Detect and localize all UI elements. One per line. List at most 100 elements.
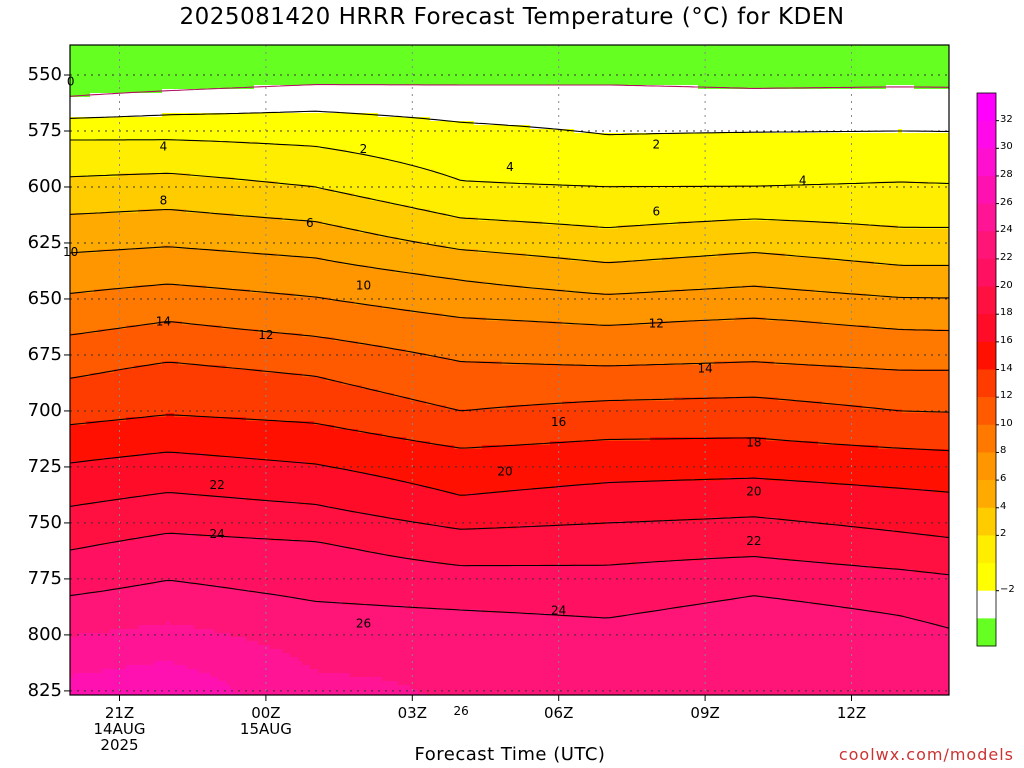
temperature-cell	[186, 57, 191, 62]
temperature-cell	[866, 49, 871, 54]
temperature-cell	[670, 49, 675, 54]
temperature-cell	[454, 49, 459, 54]
temperature-cell	[146, 57, 151, 62]
temperature-cell	[502, 49, 507, 54]
temperature-cell	[270, 45, 275, 50]
temperature-cell	[234, 53, 239, 58]
temperature-cell	[114, 45, 119, 50]
temperature-cell	[250, 57, 255, 62]
temperature-cell	[642, 49, 647, 54]
temperature-cell	[166, 61, 171, 66]
temperature-cell	[890, 53, 895, 58]
temperature-cell	[346, 49, 351, 54]
temperature-cell	[502, 45, 507, 50]
temperature-cell	[214, 45, 219, 50]
temperature-cell	[718, 45, 723, 50]
temperature-cell	[622, 57, 627, 62]
temperature-cell	[522, 45, 527, 50]
temperature-cell	[942, 45, 947, 50]
temperature-cell	[650, 45, 655, 50]
temperature-cell	[126, 49, 131, 54]
temperature-cell	[430, 45, 435, 50]
temperature-cell	[530, 53, 535, 58]
temperature-cell	[194, 53, 199, 58]
temperature-cell	[422, 57, 427, 62]
temperature-cell	[566, 49, 571, 54]
temperature-cell	[542, 45, 547, 50]
temperature-cell	[318, 57, 323, 62]
temperature-cell	[590, 45, 595, 50]
temperature-cell	[622, 45, 627, 50]
temperature-cell	[650, 57, 655, 62]
temperature-cell	[462, 57, 467, 62]
temperature-cell	[178, 53, 183, 58]
temperature-cell	[530, 57, 535, 62]
temperature-cell	[694, 49, 699, 54]
temperature-cell	[430, 53, 435, 58]
temperature-cell	[514, 45, 519, 50]
temperature-cell	[774, 45, 779, 50]
temperature-cell	[838, 57, 843, 62]
temperature-cell	[302, 49, 307, 54]
temperature-cell	[266, 45, 271, 50]
temperature-cell	[718, 49, 723, 54]
temperature-cell	[518, 45, 523, 50]
temperature-cell	[250, 49, 255, 54]
temperature-cell	[722, 57, 727, 62]
temperature-cell	[886, 53, 891, 58]
temperature-cell	[734, 49, 739, 54]
temperature-cell	[586, 53, 591, 58]
temperature-cell	[734, 57, 739, 62]
temperature-cell	[242, 53, 247, 58]
temperature-cell	[918, 45, 923, 50]
temperature-cell	[878, 53, 883, 58]
temperature-cell	[842, 49, 847, 54]
temperature-cell	[146, 49, 151, 54]
temperature-cell	[602, 53, 607, 58]
temperature-cell	[214, 49, 219, 54]
temperature-cell	[438, 49, 443, 54]
temperature-cell	[118, 61, 123, 66]
temperature-cell	[938, 45, 943, 50]
temperature-cell	[906, 53, 911, 58]
temperature-cell	[274, 49, 279, 54]
temperature-cell	[438, 57, 443, 62]
temperature-cell	[194, 61, 199, 66]
temperature-cell	[242, 49, 247, 54]
temperature-cell	[322, 53, 327, 58]
temperature-cell	[378, 49, 383, 54]
temperature-cell	[138, 49, 143, 54]
temperature-cell	[154, 49, 159, 54]
temperature-cell	[314, 49, 319, 54]
temperature-cell	[334, 49, 339, 54]
temperature-cell	[290, 53, 295, 58]
temperature-cell	[906, 57, 911, 62]
temperature-cell	[342, 57, 347, 62]
temperature-cell	[210, 49, 215, 54]
temperature-cell	[230, 45, 235, 50]
temperature-cell	[138, 45, 143, 50]
temperature-cell	[702, 45, 707, 50]
temperature-cell	[934, 57, 939, 62]
temperature-cell	[122, 53, 127, 58]
temperature-cell	[306, 45, 311, 50]
temperature-cell	[902, 45, 907, 50]
temperature-cell	[150, 57, 155, 62]
temperature-cell	[202, 49, 207, 54]
temperature-cell	[178, 45, 183, 50]
temperature-cell	[298, 45, 303, 50]
temperature-cell	[98, 57, 103, 62]
temperature-cell	[250, 53, 255, 58]
temperature-cell	[330, 45, 335, 50]
temperature-cell	[518, 53, 523, 58]
temperature-cell	[142, 53, 147, 58]
temperature-cell	[382, 45, 387, 50]
temperature-cell	[534, 49, 539, 54]
temperature-cell	[690, 53, 695, 58]
temperature-cell	[354, 57, 359, 62]
temperature-cell	[282, 49, 287, 54]
temperature-cell	[378, 57, 383, 62]
temperature-cell	[478, 45, 483, 50]
temperature-cell	[662, 49, 667, 54]
temperature-cell	[934, 45, 939, 50]
